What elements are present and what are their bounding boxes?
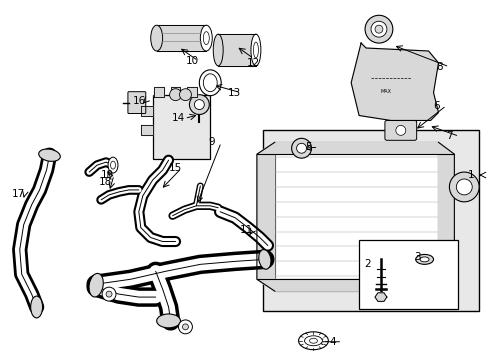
Polygon shape [141,105,152,116]
Text: 13: 13 [228,88,241,98]
Text: 17: 17 [12,189,25,199]
Ellipse shape [31,296,42,318]
Polygon shape [256,142,453,154]
Ellipse shape [298,332,327,350]
Circle shape [448,172,478,202]
Text: 5: 5 [305,142,311,152]
Polygon shape [153,87,163,96]
FancyBboxPatch shape [384,121,416,140]
Circle shape [365,15,392,43]
Circle shape [102,287,116,301]
Text: MAX: MAX [380,89,390,94]
Text: 1: 1 [468,170,474,180]
Polygon shape [170,87,180,96]
Text: 8: 8 [436,62,442,72]
Circle shape [296,143,306,153]
Circle shape [194,100,204,109]
Text: 3: 3 [413,252,420,262]
Ellipse shape [304,336,322,346]
Bar [274,142,438,291]
Ellipse shape [89,273,103,297]
Ellipse shape [415,255,433,264]
Bar [152,95,210,159]
Polygon shape [374,293,386,301]
Text: 14: 14 [171,113,184,123]
Circle shape [179,89,191,100]
FancyBboxPatch shape [128,92,145,113]
Ellipse shape [419,257,428,262]
Text: 7: 7 [446,131,452,141]
Bar [263,130,478,311]
Circle shape [169,89,181,100]
Ellipse shape [150,25,163,51]
Text: 4: 4 [328,337,335,347]
Ellipse shape [250,34,260,66]
Text: 11: 11 [240,225,253,235]
Polygon shape [156,25,206,51]
Text: 6: 6 [433,100,439,111]
Ellipse shape [203,74,217,92]
Text: 10: 10 [185,56,198,66]
Circle shape [182,324,188,330]
Ellipse shape [110,161,115,169]
Polygon shape [141,125,152,135]
Text: 12: 12 [246,58,260,68]
Text: 16: 16 [133,96,146,105]
Text: 19: 19 [101,170,114,180]
Circle shape [374,25,382,33]
Circle shape [106,291,112,297]
Circle shape [178,320,192,334]
Circle shape [455,179,471,195]
Circle shape [395,125,405,135]
Ellipse shape [199,70,221,96]
Bar [358,239,457,309]
Ellipse shape [203,32,209,45]
Text: 15: 15 [168,163,182,173]
Ellipse shape [108,157,118,173]
Polygon shape [438,142,453,291]
Text: 18: 18 [99,177,112,187]
Ellipse shape [156,314,180,328]
Text: 2: 2 [364,259,370,269]
Ellipse shape [213,34,223,66]
Text: 9: 9 [208,137,214,147]
Ellipse shape [39,149,60,161]
Polygon shape [256,279,453,291]
Polygon shape [256,142,274,291]
Polygon shape [187,87,197,96]
Polygon shape [218,34,255,66]
Circle shape [189,95,209,114]
Polygon shape [350,43,438,121]
Ellipse shape [309,338,317,343]
Circle shape [291,138,311,158]
Ellipse shape [253,42,258,58]
Circle shape [370,21,386,37]
Ellipse shape [200,25,212,51]
Ellipse shape [258,249,270,269]
